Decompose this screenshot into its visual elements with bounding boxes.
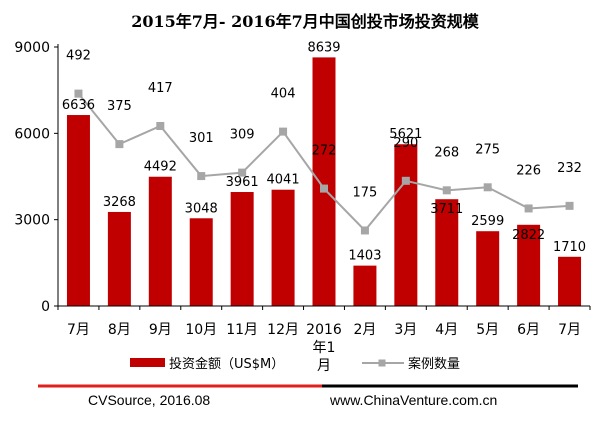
- line-value-label: 268: [434, 145, 459, 160]
- x-tick-label: 9月: [149, 322, 172, 338]
- x-tick-label: 8月: [108, 322, 131, 338]
- bar-value-label: 1710: [553, 240, 586, 255]
- legend-line-marker: [378, 359, 386, 367]
- x-tick-label: 5月: [476, 322, 499, 338]
- bar-value-label: 3268: [103, 195, 136, 210]
- line-value-label: 275: [475, 142, 500, 157]
- line-point: [360, 226, 369, 235]
- bar: [476, 231, 500, 306]
- line-point: [74, 89, 83, 98]
- x-tick-label: 7月: [558, 322, 581, 338]
- line-point: [156, 121, 165, 130]
- line-point: [115, 140, 124, 149]
- bar-series: [66, 57, 582, 306]
- bar: [189, 218, 213, 306]
- source-text: CVSource, 2016.08: [88, 392, 210, 408]
- line-value-label: 375: [107, 99, 132, 114]
- bar: [107, 211, 131, 306]
- y-tick-label: 9000: [14, 40, 50, 56]
- bar: [435, 199, 459, 306]
- x-tick-label: 2月: [353, 322, 376, 338]
- line-value-label: 290: [393, 136, 418, 151]
- line-point: [524, 204, 533, 213]
- line-point: [565, 201, 574, 210]
- x-tick-label: 10月: [185, 322, 217, 338]
- x-tick-label: 11月: [226, 322, 258, 338]
- bar-value-label: 6636: [62, 98, 95, 113]
- line-value-label: 492: [66, 49, 91, 64]
- line-point: [197, 172, 206, 181]
- bar: [353, 265, 377, 306]
- y-tick-label: 0: [41, 299, 50, 315]
- bar-value-label: 2822: [512, 228, 545, 243]
- x-tick-label: 2016 年1 月: [306, 322, 342, 374]
- website-text: www.ChinaVenture.com.cn: [329, 392, 497, 408]
- x-tick-label: 3月: [394, 322, 417, 338]
- x-tick-label: 12月: [267, 322, 299, 338]
- x-axis: 7月 8月 9月 10月 11月 12月 2016 年1 月 2月 3月 4月 5月 6月 7月: [57, 305, 591, 374]
- line-point: [483, 183, 492, 192]
- line-point: [401, 176, 410, 185]
- data-labels: 6636 3268 4492 3048 3961 4041 8639 1403 5621 3711…: [62, 40, 586, 263]
- y-tick-label: 3000: [14, 213, 50, 229]
- bar-value-label: 3048: [185, 201, 218, 216]
- bar: [517, 224, 541, 306]
- bar: [230, 192, 254, 306]
- line-value-label: 404: [271, 87, 296, 102]
- bar-value-label: 1403: [348, 249, 381, 264]
- bar: [558, 256, 582, 306]
- line-value-label: 272: [312, 144, 337, 159]
- legend-bar-label: 投资金额（US$M）: [169, 356, 284, 372]
- y-axis: 0 3000 6000 9000: [14, 40, 59, 315]
- bar: [271, 189, 295, 306]
- bar-value-label: 2599: [471, 214, 504, 229]
- bar-value-label: 3961: [226, 175, 259, 190]
- line-value-label: 232: [557, 161, 582, 176]
- line-value-label: 226: [516, 163, 541, 178]
- bar: [394, 144, 418, 306]
- line-series: [74, 89, 574, 235]
- line-value-label: 309: [230, 128, 255, 143]
- bar: [312, 57, 336, 306]
- footer: CVSource, 2016.08 www.ChinaVenture.com.c…: [38, 384, 578, 408]
- line-point: [238, 168, 247, 177]
- line-value-label: 175: [353, 185, 378, 200]
- line-point: [442, 186, 451, 195]
- bar-value-label: 8639: [307, 40, 340, 55]
- y-tick-label: 6000: [14, 126, 50, 142]
- x-tick-label: 6月: [517, 322, 540, 338]
- line-value-label: 301: [189, 131, 214, 146]
- bar: [66, 115, 90, 306]
- line-value-label: 417: [148, 81, 173, 96]
- bar: [148, 176, 172, 306]
- bar-value-label: 4492: [144, 160, 177, 175]
- line-point: [320, 184, 328, 193]
- legend: 投资金额（US$M） 案例数量: [130, 356, 460, 372]
- bar-value-label: 5621: [389, 127, 422, 142]
- x-tick-label: 4月: [435, 322, 458, 338]
- x-tick-label: 7月: [67, 322, 90, 338]
- bar-value-label: 4041: [267, 173, 300, 188]
- bar-value-label: 3711: [430, 202, 463, 217]
- chart-title: 2015年7月- 2016年7月中国创投市场投资规模: [131, 12, 480, 31]
- line-point: [279, 127, 288, 136]
- legend-bar-swatch: [130, 358, 165, 367]
- legend-line-label: 案例数量: [408, 357, 460, 372]
